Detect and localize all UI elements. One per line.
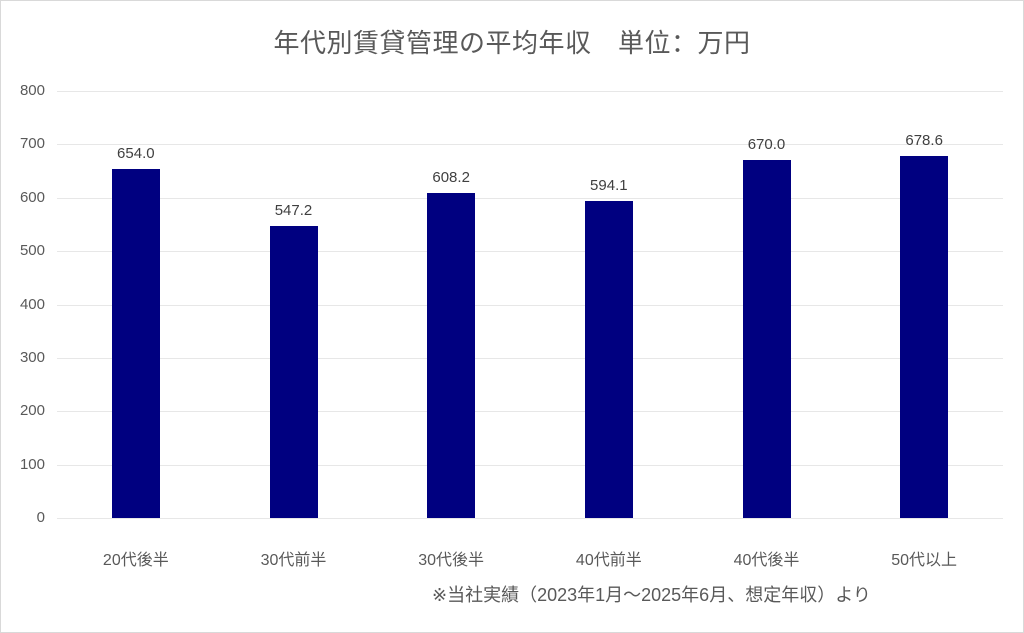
y-axis-tick-label: 200 — [19, 402, 45, 420]
gridline — [57, 251, 1003, 253]
gridline — [57, 304, 1003, 306]
x-axis-category-label: 40代後半 — [733, 552, 800, 569]
gridline — [57, 91, 1003, 92]
footer-note: ※当社実績（2023年1月～2025年6月、想定年収）より — [432, 585, 871, 605]
y-axis-tick-label: 700 — [19, 135, 45, 153]
x-axis-category-label: 30代後半 — [418, 552, 485, 569]
gridline — [57, 464, 1003, 466]
y-axis-tick-label: 800 — [19, 82, 45, 99]
y-axis-tick-label: 600 — [19, 188, 45, 206]
bar — [900, 155, 949, 518]
bar — [584, 200, 633, 518]
bar-value-label: 678.6 — [905, 131, 943, 149]
x-axis-category-label: 20代後半 — [102, 552, 169, 569]
gridline — [57, 144, 1003, 146]
gridline — [57, 518, 1003, 519]
x-axis-category-label: 30代前半 — [260, 552, 327, 569]
gridline — [57, 197, 1003, 199]
bar — [427, 193, 476, 518]
gridline — [57, 357, 1003, 359]
bar-value-label: 608.2 — [432, 169, 470, 187]
bar-value-label: 594.1 — [590, 176, 628, 194]
bar-value-label: 547.2 — [274, 201, 313, 219]
y-axis-tick-label: 300 — [19, 348, 45, 366]
bar — [269, 225, 318, 518]
bar-value-label: 654.0 — [117, 144, 155, 162]
bar — [742, 160, 791, 518]
x-axis-category-label: 40代前半 — [575, 552, 642, 569]
bar-value-label: 670.0 — [747, 136, 786, 154]
bar — [111, 168, 160, 518]
y-axis-tick-label: 100 — [19, 455, 45, 473]
x-axis-category-label: 50代以上 — [891, 552, 958, 569]
chart-title: 年代別賃貸管理の平均年収 単位：万円 — [273, 28, 751, 58]
y-axis-tick-label: 400 — [19, 295, 45, 313]
y-axis-tick-label: 500 — [19, 242, 45, 260]
y-axis-tick-label: 0 — [36, 509, 45, 526]
gridline — [57, 411, 1003, 413]
